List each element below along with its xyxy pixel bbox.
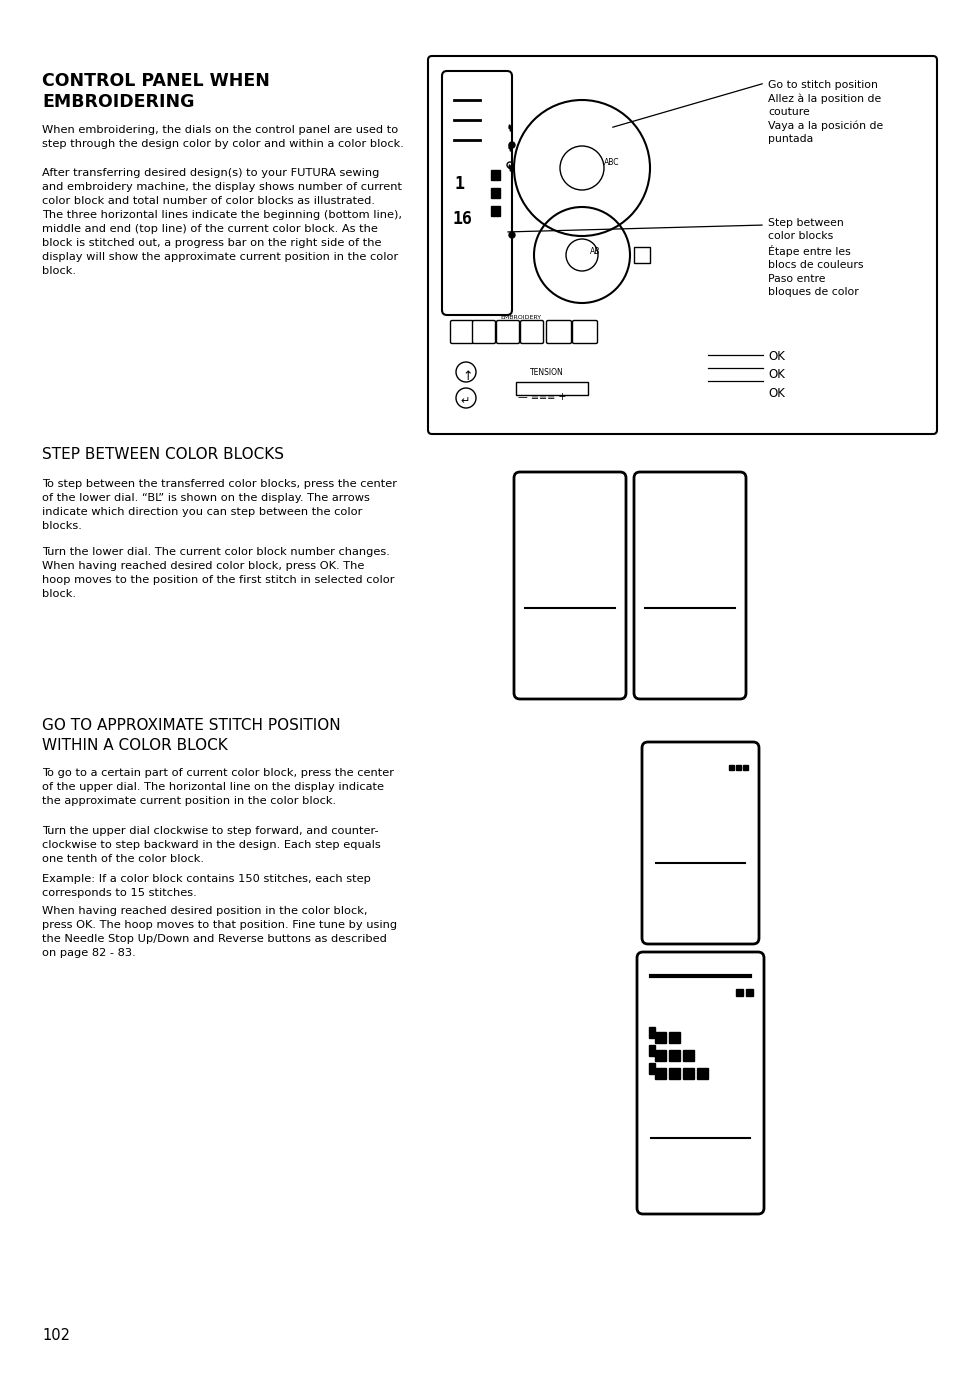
FancyBboxPatch shape: [514, 473, 625, 699]
Bar: [735, 765, 740, 769]
Text: ABC: ABC: [603, 158, 618, 168]
Text: Step between
color blocks
Étape entre les
blocs de couleurs
Paso entre
bloques d: Step between color blocks Étape entre le…: [767, 218, 862, 297]
Bar: [648, 1046, 655, 1057]
Text: 16: 16: [453, 210, 473, 228]
Circle shape: [509, 142, 515, 148]
Bar: [516, 382, 587, 394]
Text: 16: 16: [676, 625, 709, 653]
Text: When embroidering, the dials on the control panel are used to
step through the d: When embroidering, the dials on the cont…: [42, 125, 403, 148]
Text: 01: 01: [556, 583, 589, 611]
Bar: [735, 989, 742, 996]
FancyBboxPatch shape: [428, 56, 936, 434]
Text: EMBROIDERING: EMBROIDERING: [42, 93, 194, 111]
Bar: [491, 188, 499, 198]
FancyBboxPatch shape: [634, 473, 745, 699]
Text: ◄: ◄: [644, 583, 661, 603]
Bar: [682, 1050, 693, 1061]
Bar: [668, 1050, 679, 1061]
Text: 16: 16: [685, 878, 719, 905]
Text: STEP BETWEEN COLOR BLOCKS: STEP BETWEEN COLOR BLOCKS: [42, 447, 284, 462]
Bar: [648, 1063, 655, 1074]
FancyBboxPatch shape: [641, 742, 759, 944]
Bar: [634, 247, 649, 262]
Text: 03: 03: [685, 1113, 719, 1140]
Text: EMBROIDERY: EMBROIDERY: [499, 315, 540, 320]
Text: GO TO APPROXIMATE STITCH POSITION: GO TO APPROXIMATE STITCH POSITION: [42, 719, 340, 732]
Bar: [682, 1068, 693, 1079]
Bar: [491, 170, 499, 180]
Circle shape: [509, 232, 515, 238]
Text: ↵: ↵: [459, 396, 469, 405]
Text: To go to a certain part of current color block, press the center
of the upper di: To go to a certain part of current color…: [42, 768, 394, 807]
FancyBboxPatch shape: [472, 320, 495, 344]
FancyBboxPatch shape: [450, 320, 473, 344]
Text: TENSION: TENSION: [530, 368, 563, 376]
FancyBboxPatch shape: [546, 320, 571, 344]
Bar: [668, 1068, 679, 1079]
Text: ↑: ↑: [461, 370, 472, 383]
Text: Turn the lower dial. The current color block number changes.
When having reached: Turn the lower dial. The current color b…: [42, 547, 395, 599]
Text: 03: 03: [685, 838, 719, 866]
Text: Example: If a color block contains 150 stitches, each step
corresponds to 15 sti: Example: If a color block contains 150 s…: [42, 874, 371, 899]
FancyBboxPatch shape: [496, 320, 519, 344]
Bar: [697, 1068, 707, 1079]
Bar: [655, 1068, 665, 1079]
Text: CONTROL PANEL WHEN: CONTROL PANEL WHEN: [42, 71, 270, 91]
Bar: [668, 1032, 679, 1043]
Text: 16: 16: [556, 625, 589, 653]
FancyBboxPatch shape: [441, 71, 512, 315]
Bar: [655, 1050, 665, 1061]
FancyBboxPatch shape: [520, 320, 543, 344]
Text: To step between the transferred color blocks, press the center
of the lower dial: To step between the transferred color bl…: [42, 480, 396, 530]
Text: 16: 16: [685, 1153, 719, 1182]
Text: ►: ►: [718, 583, 735, 603]
Text: 1: 1: [455, 174, 464, 192]
Text: After transferring desired design(s) to your FUTURA sewing
and embroidery machin: After transferring desired design(s) to …: [42, 168, 401, 276]
FancyBboxPatch shape: [572, 320, 597, 344]
Bar: [491, 206, 499, 216]
Bar: [648, 1026, 655, 1037]
Text: WITHIN A COLOR BLOCK: WITHIN A COLOR BLOCK: [42, 738, 228, 753]
FancyBboxPatch shape: [637, 952, 763, 1215]
Text: ►: ►: [598, 583, 615, 603]
Bar: [742, 765, 747, 769]
Text: Turn the upper dial clockwise to step forward, and counter-
clockwise to step ba: Turn the upper dial clockwise to step fo…: [42, 826, 380, 864]
Text: AB: AB: [589, 247, 599, 256]
Bar: [728, 765, 733, 769]
Bar: [745, 989, 752, 996]
Text: 03: 03: [676, 583, 709, 611]
Text: OK
OK
OK: OK OK OK: [767, 350, 784, 400]
Text: BL: BL: [547, 506, 588, 539]
Text: — ≡≡≡ +: — ≡≡≡ +: [517, 392, 566, 403]
Text: When having reached desired position in the color block,
press OK. The hoop move: When having reached desired position in …: [42, 905, 396, 958]
Text: BL: BL: [667, 506, 707, 539]
Text: Go to stitch position
Allez à la position de
couture
Vaya a la posición de
punta: Go to stitch position Allez à la positio…: [767, 80, 882, 144]
Text: 102: 102: [42, 1329, 70, 1342]
Bar: [655, 1032, 665, 1043]
